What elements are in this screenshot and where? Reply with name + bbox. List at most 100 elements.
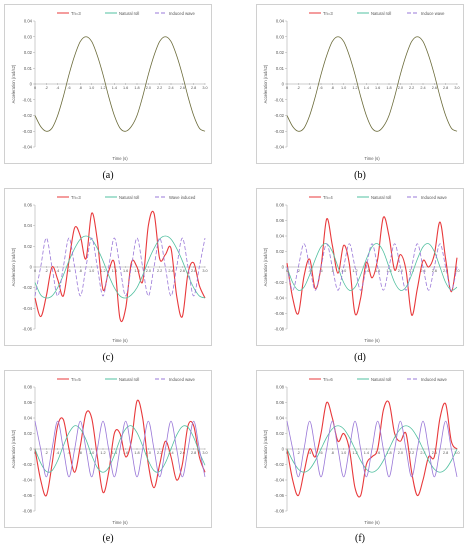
x-tick-label-5: 1.0 [341,86,346,90]
series-line-1 [286,425,458,473]
x-tick-label-12: 2.4 [168,451,173,455]
x-tick-label-2: .4 [308,269,311,273]
y-tick-label-3: 0.02 [276,249,285,254]
x-tick-label-11: 2.2 [409,86,414,90]
y-tick-label-8: -0.04 [22,145,32,150]
series-line-2 [286,243,458,291]
legend-label-0: Tn=6 [323,377,333,382]
x-tick-label-1: .2 [45,451,48,455]
x-tick-label-3: .6 [319,86,322,90]
x-tick-label-12: 2.4 [420,269,425,273]
x-tick-label-14: 2.8 [443,451,448,455]
x-tick-label-2: .4 [308,86,311,90]
chart-f-svg: Tn=6 Natural roll Induced wave 0.08 0.06 0.04… [263,377,460,525]
y-tick-label-4: 0 [30,447,33,452]
x-tick-label-13: 2.6 [180,451,185,455]
y-tick-label-5: -0.02 [22,462,32,467]
y-axis-title: Acceleration (rad/s2) [263,247,268,286]
x-tick-label-2: .4 [308,451,311,455]
x-tick-label-11: 2.2 [157,269,162,273]
legend-label-2: Induced wave [421,377,448,382]
x-tick-label-14: 2.8 [443,86,448,90]
legend-label-1: Natural roll [119,195,139,200]
x-axis-title: Time (s) [364,156,380,161]
x-tick-label-3: .6 [67,86,70,90]
y-tick-label-2: 0.04 [276,234,285,239]
legend-label-1: Natural roll [371,377,391,382]
y-tick-label-4: 0 [282,447,285,452]
legend-label-2: Induced wave [169,11,196,16]
x-tick-label-4: .8 [331,269,334,273]
x-tick-label-13: 2.6 [180,269,185,273]
x-tick-label-12: 2.4 [420,451,425,455]
x-tick-label-11: 2.2 [157,451,162,455]
caption-c: (c) [102,352,114,363]
x-tick-label-15: 3.0 [202,451,207,455]
x-tick-label-10: 2.0 [146,269,151,273]
x-axis-title: Time (s) [112,338,128,343]
y-tick-label-2: 0.02 [24,50,33,55]
legend-label-2: Induced wave [169,377,196,382]
series-line-2 [34,237,206,297]
caption-b: (b) [354,170,366,181]
y-tick-label-2: 0.04 [24,416,33,421]
x-tick-label-15: 3.0 [454,451,459,455]
x-tick-label-10: 2.0 [398,451,403,455]
series-line-1 [34,235,206,299]
x-tick-label-0: 0 [286,451,288,455]
legend-label-2: Induced wave [421,195,448,200]
y-tick-label-4: -0.02 [22,285,32,290]
x-tick-label-6: 1.2 [100,451,105,455]
y-tick-label-1: 0.06 [276,400,285,405]
x-tick-label-4: .8 [331,451,334,455]
chart-b-svg: Tn=3 Natural roll Induce wave 0.04 0.03 0.02 0… [263,11,460,161]
y-axis-title: Acceleration (rad/s2) [11,64,16,103]
x-tick-label-7: 1.4 [112,269,117,273]
x-tick-label-1: .2 [297,86,300,90]
x-tick-label-5: 1.0 [341,269,346,273]
y-tick-label-5: -0.01 [22,97,32,102]
series-line-2 [34,420,206,478]
y-tick-label-0: 0.04 [276,19,285,24]
y-tick-label-6: -0.04 [274,478,284,483]
y-tick-label-3: 0 [30,265,33,270]
chart-panel-c: Tn=3 Natural roll Wave induced 0.06 0.04 0.02… [4,188,212,346]
caption-a: (a) [102,170,114,181]
x-tick-label-14: 2.8 [191,86,196,90]
x-tick-label-4: .8 [331,86,334,90]
caption-d: (d) [354,352,366,363]
y-tick-label-7: -0.06 [274,311,284,316]
x-tick-label-13: 2.6 [432,86,437,90]
chart-panel-b: Tn=3 Natural roll Induce wave 0.04 0.03 0.02 0… [256,4,464,164]
x-tick-label-13: 2.6 [180,86,185,90]
x-tick-label-9: 1.8 [134,86,139,90]
x-tick-label-12: 2.4 [168,86,173,90]
legend-label-0: Tn=3 [323,11,333,16]
y-tick-label-7: -0.03 [274,129,284,134]
x-tick-label-3: .6 [319,451,322,455]
x-tick-label-1: .2 [297,451,300,455]
x-tick-label-4: .8 [79,86,82,90]
chart-panel-f: Tn=6 Natural roll Induced wave 0.08 0.06 0.04… [256,370,464,528]
x-tick-label-15: 3.0 [202,86,207,90]
x-tick-label-7: 1.4 [112,451,117,455]
y-tick-label-6: -0.04 [274,296,284,301]
x-tick-label-4: .8 [79,269,82,273]
legend-label-1: Natural roll [119,377,139,382]
y-tick-label-8: -0.04 [274,145,284,150]
x-tick-label-2: .4 [56,86,59,90]
y-tick-label-7: -0.06 [22,493,32,498]
y-tick-label-4: 0 [282,82,285,87]
y-tick-label-0: 0.08 [276,385,285,390]
caption-f: (f) [355,533,365,544]
x-tick-label-8: 1.6 [123,269,128,273]
x-tick-label-10: 2.0 [398,86,403,90]
x-tick-label-8: 1.6 [123,451,128,455]
x-tick-label-3: .6 [67,269,70,273]
x-tick-label-11: 2.2 [409,451,414,455]
x-tick-label-6: 1.2 [100,269,105,273]
x-tick-label-0: 0 [34,451,36,455]
x-tick-label-0: 0 [286,86,288,90]
x-tick-label-7: 1.4 [364,269,369,273]
x-tick-label-14: 2.8 [191,269,196,273]
